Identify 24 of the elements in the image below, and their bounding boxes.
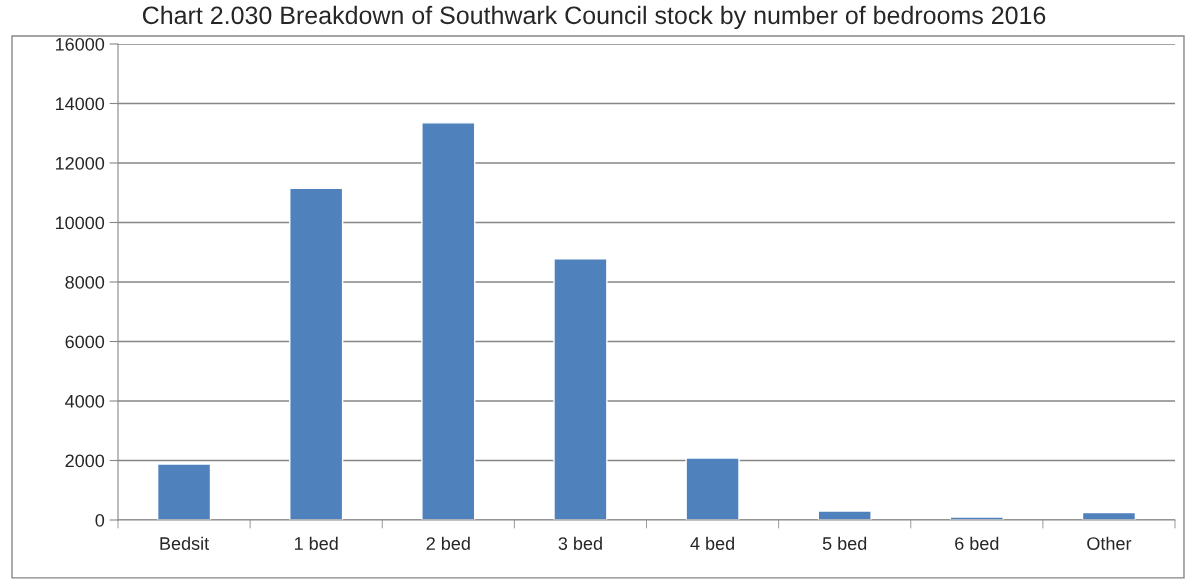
bar: [553, 258, 608, 520]
y-tick-label: 14000: [55, 97, 105, 111]
y-tick-label: 4000: [65, 394, 105, 408]
bar: [289, 187, 344, 520]
bar: [685, 457, 740, 520]
x-tick-label: Bedsit: [160, 536, 210, 550]
y-tick-label: 2000: [65, 454, 105, 468]
x-tick-label: 6 bed: [955, 536, 999, 550]
bar: [817, 510, 872, 520]
x-tick-label: 4 bed: [690, 536, 734, 550]
y-tick-label: 6000: [65, 335, 105, 349]
bar: [421, 122, 476, 520]
y-tick-label: 12000: [55, 156, 105, 170]
x-tick-label: 5 bed: [822, 536, 867, 550]
x-tick-label: Other: [1087, 536, 1132, 550]
y-tick-label: 10000: [55, 216, 105, 230]
x-tick-label: 3 bed: [558, 536, 602, 550]
y-tick-label: 8000: [65, 275, 105, 289]
x-tick-label: 2 bed: [426, 536, 470, 550]
bar: [156, 463, 212, 520]
y-tick-label: 0: [95, 513, 105, 527]
y-tick-label: 16000: [55, 37, 105, 51]
x-tick-label: 1 bed: [294, 536, 338, 550]
chart-title: Chart 2.030 Breakdown of Southwark Council stock by number of bedrooms 2016: [142, 5, 1046, 30]
